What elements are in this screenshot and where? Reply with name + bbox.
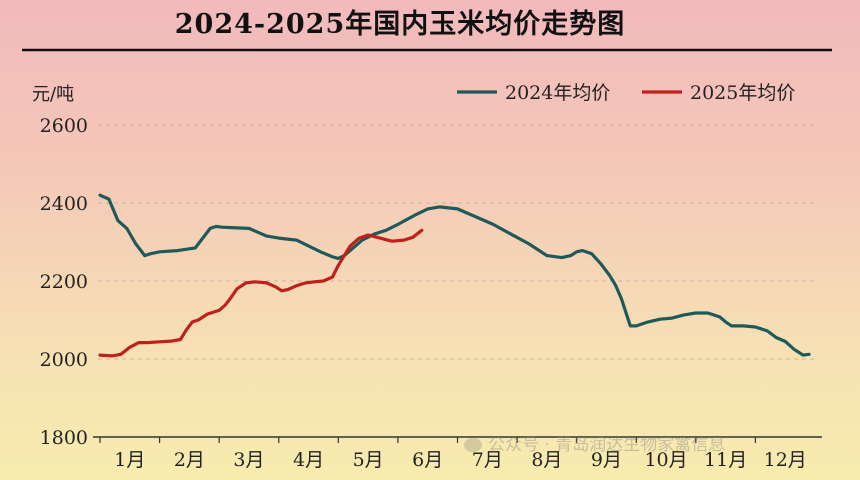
y-tick-label: 2000 bbox=[40, 349, 88, 371]
x-tick-label: 3月 bbox=[233, 449, 264, 471]
x-axis-ticks: 1月 2月 3月 4月 5月 6月 7月 8月 9月 10月 11月 12月 bbox=[99, 437, 807, 471]
y-tick-label: 2400 bbox=[40, 193, 88, 215]
x-tick-label: 12月 bbox=[764, 449, 807, 471]
watermark-text: 公众号 · 青岛润达生物家禽信息 bbox=[488, 435, 726, 455]
series-lines bbox=[98, 193, 811, 358]
x-tick-label: 10月 bbox=[644, 449, 687, 471]
y-axis-label: 元/吨 bbox=[32, 84, 74, 105]
x-tick-label: 11月 bbox=[704, 449, 747, 471]
legend-label: 2024年均价 bbox=[505, 82, 610, 104]
x-tick-label: 1月 bbox=[114, 449, 145, 471]
wechat-icon bbox=[464, 438, 482, 452]
y-tick-label: 2200 bbox=[40, 271, 88, 293]
x-tick-label: 6月 bbox=[412, 449, 443, 471]
y-tick-label: 1800 bbox=[40, 427, 88, 449]
legend-label: 2025年均价 bbox=[690, 82, 795, 104]
x-tick-label: 5月 bbox=[353, 449, 384, 471]
series-line-2 bbox=[98, 228, 424, 358]
watermark: 公众号 · 青岛润达生物家禽信息 bbox=[464, 430, 725, 455]
x-tick-label: 4月 bbox=[293, 449, 324, 471]
x-tick-label: 7月 bbox=[472, 449, 503, 471]
y-axis-ticks: 1800 2000 2200 2400 2600 bbox=[40, 115, 88, 449]
x-tick-label: 8月 bbox=[531, 449, 562, 471]
chart-title: 2024-2025年国内玉米均价走势图 bbox=[174, 9, 626, 40]
series-line-1 bbox=[98, 193, 811, 357]
legend: 2024年均价 2025年均价 bbox=[457, 82, 795, 104]
x-tick-label: 2月 bbox=[174, 449, 205, 471]
gridlines bbox=[98, 124, 817, 360]
y-tick-label: 2600 bbox=[40, 115, 88, 137]
x-tick-label: 9月 bbox=[591, 449, 622, 471]
